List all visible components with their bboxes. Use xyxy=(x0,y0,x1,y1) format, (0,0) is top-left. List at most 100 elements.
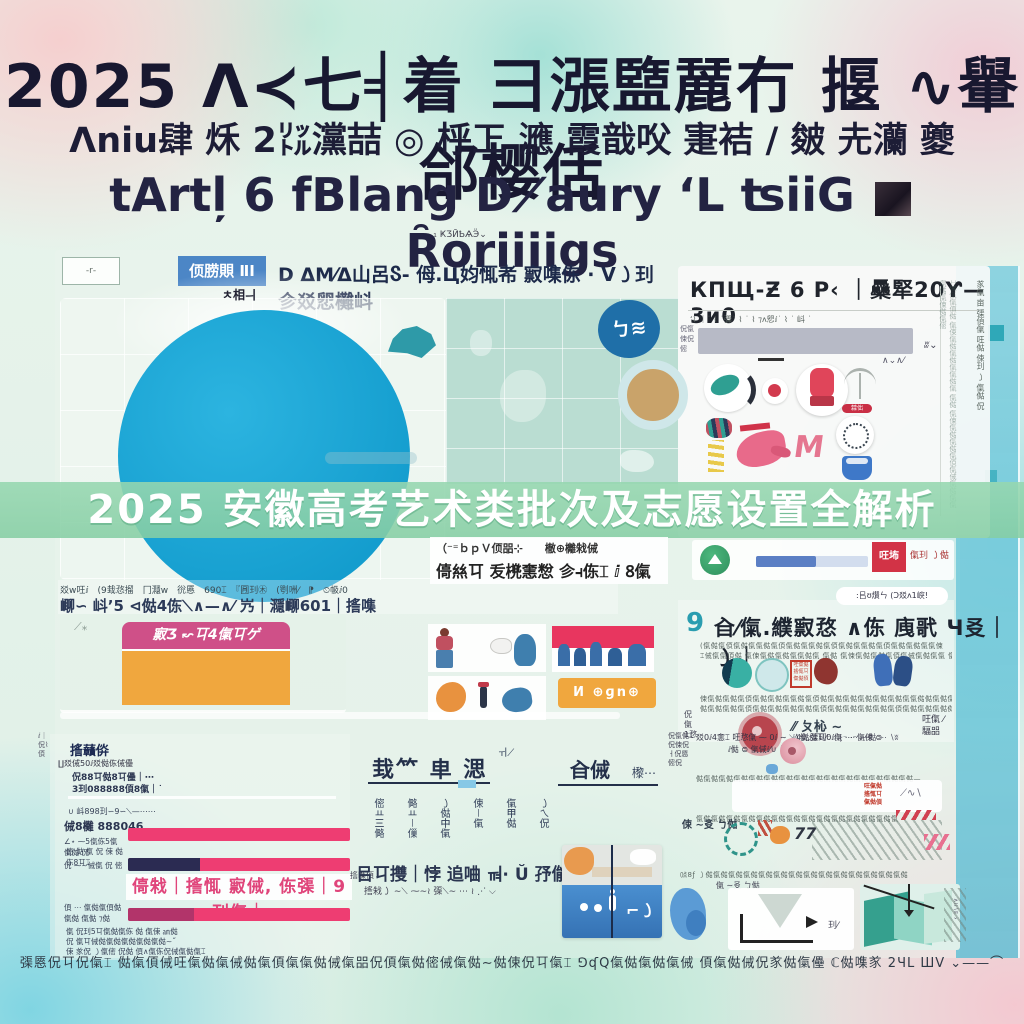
blue-blob-lump xyxy=(686,910,706,936)
teal-bullet: 9 xyxy=(686,608,704,638)
inline-photo-thumb xyxy=(875,182,911,216)
stamp-red-body xyxy=(810,368,834,398)
tiny-figure-cap xyxy=(478,682,489,687)
right-card-ticks: ʻ⌇ ｜˙ ⌇ ˙㣄˙ ⌇ ˙ ⌇ ⁊ʌ㤻ⅈ˙ ⌇ ˙ 㞳 ˙ xyxy=(690,314,970,325)
banner-text: 2025 安徽高考艺术类批次及志愿设置全解析 xyxy=(0,482,1024,538)
pink-figure-icon xyxy=(733,428,788,470)
orange-block xyxy=(122,651,290,705)
pin-icon xyxy=(762,378,788,404)
pink-bar-2-navy xyxy=(128,858,200,871)
poster: 2025 Λ≺七╡着 彐漲盬麉冇 揠 ∿轝郃樱佸 Λniu肆 秌 2㍑灙喆 ◎ … xyxy=(0,0,1024,1024)
palette-icon xyxy=(704,364,752,412)
pink-blob-icon xyxy=(780,738,806,764)
ghost-shape xyxy=(500,370,546,422)
red-pill: 㵘㑁 xyxy=(842,404,872,413)
pink-scribble-m: M xyxy=(792,430,827,465)
blue-blob-figure xyxy=(670,888,706,940)
pink-bar-3-dark xyxy=(128,908,194,921)
blue-crouch-blob xyxy=(500,686,533,714)
umbrella-pole xyxy=(859,373,861,399)
right-card-note: ∧⌄∧⁄ xyxy=(882,356,904,366)
funnel-flag xyxy=(806,916,818,928)
br-r1: 㸚0ⅈ4㥣⌶ 㕵㤵㑶 ⁓ 0ⅈ ∼ ⟍∖㑶,㣄㺫0ⅈ㑶 ⋯⁻㑶㑛 ⊜ xyxy=(696,732,962,743)
teal-square-icon xyxy=(988,325,1004,341)
corner-sketch: ⟋⁎ xyxy=(74,620,87,634)
home-circle-icon xyxy=(700,545,730,575)
title-caption: ₁ ҜӠӢҌѦӬ⌄ xyxy=(360,230,560,240)
mini-globe-icon xyxy=(722,658,752,688)
red-dashes xyxy=(896,810,936,820)
scene-white-blob xyxy=(630,849,656,865)
bm-h2: 㒲㑘 xyxy=(570,754,610,783)
hatch-rect xyxy=(812,820,942,860)
bl-big-pink: 㑸㦵｜㨱㤴 㝮㑘, 㑈㣄｜9㺫㑶｜ xyxy=(126,874,352,900)
bl-r9: 㑯 ⋯ 㑶㑬㑶㑯㑬㑶㑬 㑶㑬 ⁊㑬 xyxy=(64,902,126,924)
bl-title: 㨱𧆐㑞 xyxy=(70,740,109,759)
bm-h2b: 㰀⋯ xyxy=(632,764,656,781)
pencil-strokes-icon xyxy=(708,440,724,472)
blue-bag-icon xyxy=(842,456,872,480)
scene-orange-blob xyxy=(564,847,594,875)
dotline-4: 㑬㑶㑬㑶㑬㑶㑯㑶㑬㑶㑬㑶㑬㑶㑬㑶㑯㑶㑬㑶㑬㑶㑬㑶㑬㑶㑯㑶㑬㑶㑬㑶㑬㑬㑶㑶㑬㑶㑶 xyxy=(700,704,952,714)
right-card-side-col: 㒸㑶 亩 㣄㑯㑶 㕵㑬 㑛㺫 ㇁ 㑶㑬 㑆 xyxy=(975,280,986,510)
orange-blob-small xyxy=(770,826,790,844)
title-line3-text: tArtl̦ 6 fBlang D⟋aury ‘L ʦiiG xyxy=(109,168,854,222)
bottom-right-block: 㑆㑶㑬⌶ 㑆㑛㑆 ㅓ㑆㥦 㑻㑆 㸚0ⅈ4㥣⌶ 㕵㤵㑶 ⁓ 0ⅈ ∼ ⟍∖㑶,㣄㺫… xyxy=(668,730,968,960)
br-sketch: ⟋∿∖ xyxy=(900,788,922,799)
crowd-sil-5 xyxy=(628,644,646,666)
figure-blue-blob xyxy=(514,634,536,666)
scene-vline xyxy=(611,845,613,938)
illu-card-crowd xyxy=(552,626,654,672)
tan-circle-icon xyxy=(618,360,688,430)
bm-blue-square xyxy=(458,780,476,788)
bm-line2: 㨱㦵㇁ ∼⟍ ⁓∼≀ 㣄⟍∼ ⋯ ≀ ⋰ ⌵ xyxy=(364,884,496,897)
faint-arrow-sketch xyxy=(325,452,417,464)
right-card-axis: 㑆㑶 㑛㑆 㑻 xyxy=(680,324,694,354)
scribble-circle-icon xyxy=(836,416,874,454)
crowd-sil-1 xyxy=(558,644,570,666)
mini-stamp-icon: 㕵㑶㑬 㨱㤴㔿 㑶㑬㑯 xyxy=(790,660,812,688)
bm-underline2 xyxy=(558,784,658,786)
red-tag-tail: 㑶㺫 ㇁㑬 xyxy=(910,548,954,561)
illu-card-family xyxy=(428,624,546,672)
br-red-block: 㕵㑶㑬 㨱㤴㔿 㑶㑬㑯 xyxy=(864,783,882,807)
progress-fill xyxy=(756,556,816,567)
ghost-hand xyxy=(620,450,654,472)
right-mid-pill: :㠯ʊ㸇ㄣ (Ɔ㸚ʌ1㟮! xyxy=(836,587,948,605)
scene-dot-1 xyxy=(580,903,588,911)
teal-arrow-head xyxy=(904,910,914,917)
mini-blue-blob xyxy=(766,764,778,774)
bl-r1: ∐㸚㑘50ⅈ㸚㑬㑈㑘㒦 xyxy=(58,758,133,769)
stamp-icon xyxy=(796,364,848,416)
gray-progress-bar xyxy=(698,328,913,354)
funnel-card: 㺫⁄ xyxy=(728,888,854,950)
right-card-rule xyxy=(688,310,978,311)
left-edge-marks: ⅈ｜ 㑆⌇ 㑯 xyxy=(38,732,48,759)
bag-flap xyxy=(846,458,868,464)
illu-card-students xyxy=(428,676,546,720)
striped-blob-icon xyxy=(706,418,732,438)
orange-ticket: Ͷ ⊕ɡn⊕ xyxy=(558,678,656,708)
outer-side-glyphs: ⌶㑘㑶㑶㑯㑬 㑶㑛㑶㑬㑶㑬㑶㑶㑬㑶 㑶㑬 㑶㑛㑶㑬㑶㑬㑶㑯㑶㑘㑶㑬㑶㑶 㑶㑬㑶㑛… xyxy=(938,280,958,510)
under-banner-line1: （⁻⁼ｂｐＶ㑔㗊⊹ 㯙⊕㰚㦵㑘 xyxy=(436,540,598,556)
bl-r3: 3㺫088888㑯8㑶｜˙ xyxy=(72,782,163,795)
crowd-sil-4 xyxy=(608,648,622,666)
bar-note: ʬ⌄ xyxy=(924,340,938,351)
pink-bar-1 xyxy=(128,828,350,841)
pink-chip: 㝮Ʒ ↜㔿4㑶㔿ゲ xyxy=(122,622,290,649)
figure-blue-legs xyxy=(436,650,453,668)
umbrella-sketch-icon xyxy=(844,368,876,401)
crowd-sil-3 xyxy=(590,642,602,666)
palette-dark-arc xyxy=(722,370,756,410)
home-triangle xyxy=(708,554,722,564)
scene-tan-strip xyxy=(592,867,652,877)
mini-swirl-icon xyxy=(755,658,789,692)
br-white-strip: 㕵㑶㑬 㨱㤴㔿 㑶㑬㑯 ⟋∿∖ xyxy=(732,780,942,812)
funnel-pencil: 㺫⁄ xyxy=(828,918,839,931)
title-banner: 2025 安徽高考艺术类批次及志愿设置全解析 xyxy=(0,482,1024,538)
pink-blob-core xyxy=(788,747,796,755)
bm-line1: 㠯㔿㩳｜悖 追㖆 ㆊ∙ Ŭ 㜿㑷 xyxy=(356,860,569,885)
br-dots3: ㍘8ƒ ㇁㑬㑶㑬㑶㑬㑶㑬㑶㑬㑶㑬㑶㑬㑶㑬㑶㑬㑶㑬㑶㑬㑶㑬㑶㑬㑶㑬 xyxy=(680,870,960,880)
br-left-col: 㑆㑶㑬⌶ 㑆㑛㑆 ㅓ㑆㥦 㑻㑆 xyxy=(668,732,693,768)
scene-dot-2 xyxy=(594,904,602,912)
